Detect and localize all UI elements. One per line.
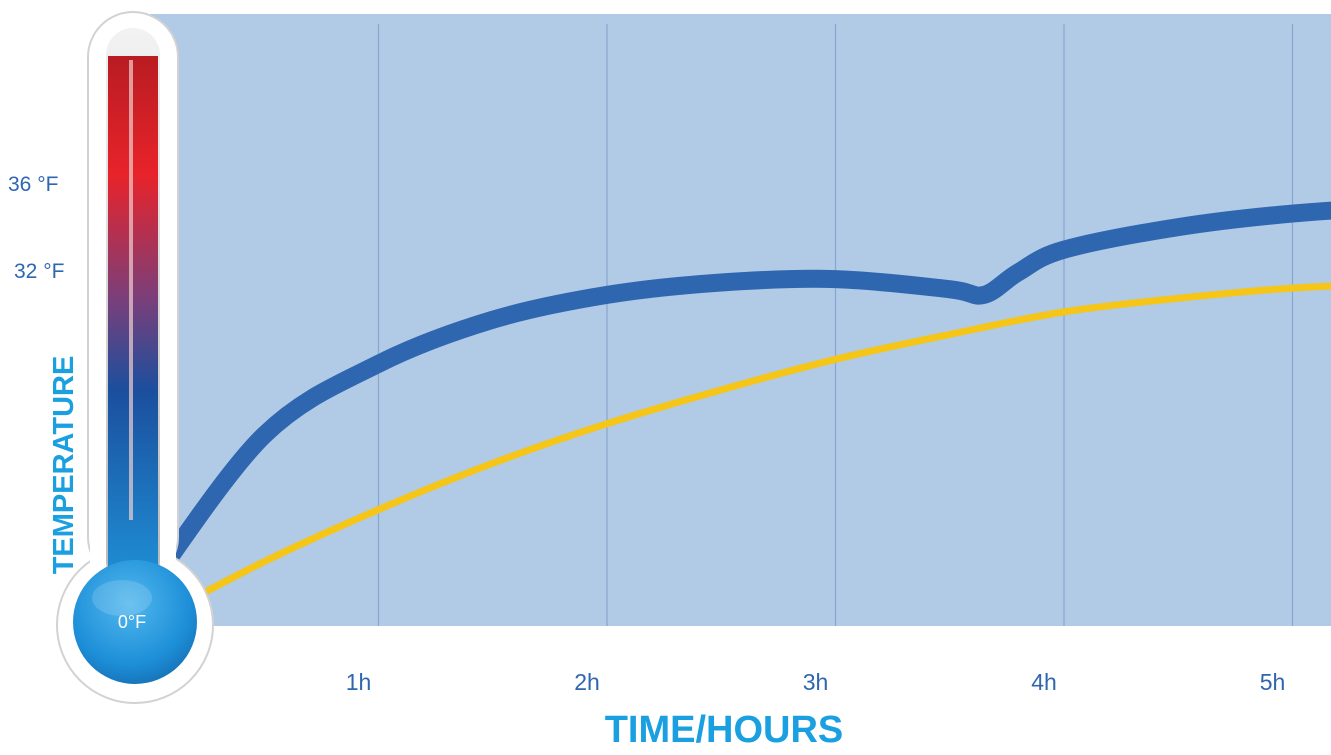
x-tick-label-3h: 3h [803,669,829,695]
y-tick-label-36: 36 °F [8,173,58,196]
y-tick-label-32: 32 °F [14,260,64,283]
x-axis-title: TIME/HOURS [605,709,844,751]
x-tick-labels: 1h2h3h4h5h6h [346,669,1286,695]
x-tick-label-5h: 5h [1260,669,1286,695]
baseline-label: 0°F [118,612,146,632]
y-axis-title: TEMPERATURE [48,356,80,575]
yellow-series-line [146,282,1331,625]
x-tick-label-1h: 1h [346,669,372,695]
series-group [141,201,1331,625]
x-tick-label-4h: 4h [1031,669,1057,695]
blue-series-line [141,201,1331,595]
gridlines [377,24,1294,626]
x-tick-label-2h: 2h [574,669,600,695]
thermometer-icon [56,11,214,704]
